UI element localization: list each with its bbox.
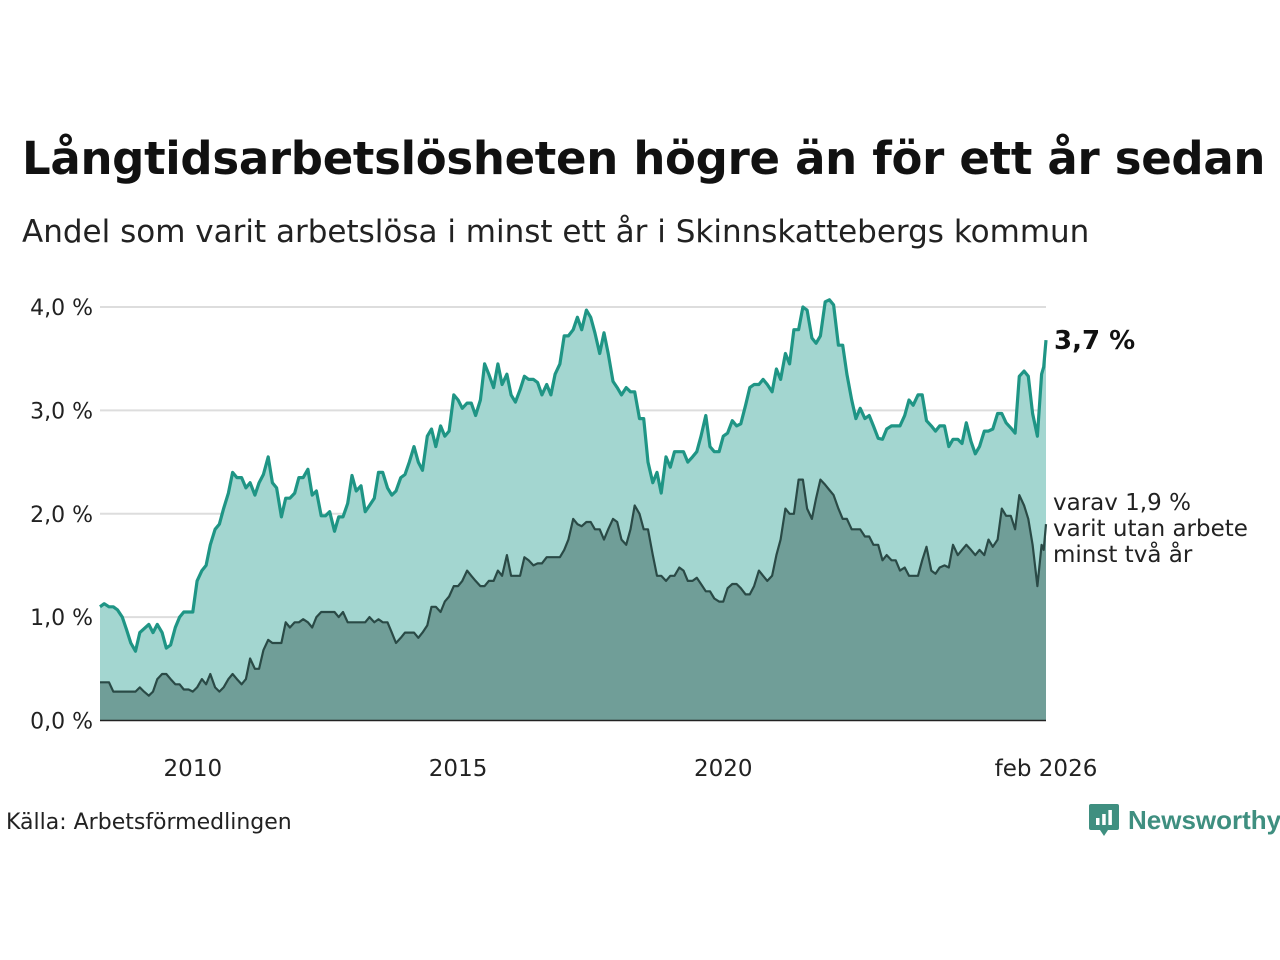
y-tick-label: 0,0 % [30, 710, 93, 735]
secondary-series-label-line-2: varit utan arbete [1053, 516, 1248, 542]
series-areas [99, 298, 1048, 721]
y-tick-label: 1,0 % [30, 606, 93, 631]
x-tick-label: 2020 [694, 756, 753, 782]
source-note: Källa: Arbetsförmedlingen [6, 810, 292, 835]
y-tick-label: 4,0 % [30, 296, 93, 321]
x-tick-label: 2015 [429, 756, 488, 782]
secondary-series-label-line-1: varav 1,9 % [1053, 490, 1191, 516]
x-tick-label: feb 2026 [995, 756, 1098, 782]
y-tick-label: 3,0 % [30, 399, 93, 424]
chart-subtitle: Andel som varit arbetslösa i minst ett å… [22, 214, 1090, 250]
newsworthy-logo: Newsworthy [1088, 802, 1280, 838]
x-axis-ticks: 2010 2015 2020 feb 2026 [164, 756, 1098, 782]
end-labels: 3,7 % varav 1,9 % varit utan arbete mins… [1053, 326, 1248, 568]
main-series-end-label: 3,7 % [1054, 326, 1135, 356]
y-axis-ticks: 0,0 % 1,0 % 2,0 % 3,0 % 4,0 % [30, 296, 93, 735]
secondary-series-area [100, 479, 1046, 721]
brand-name: Newsworthy [1128, 804, 1280, 835]
main-series-line [99, 298, 1048, 653]
chart-title: Långtidsarbetslösheten högre än för ett … [22, 132, 1266, 185]
x-tick-label: 2010 [164, 756, 223, 782]
newsworthy-icon [1089, 804, 1119, 836]
secondary-series-line [100, 478, 1048, 697]
y-tick-label: 2,0 % [30, 503, 93, 528]
secondary-series-label-line-3: minst två år [1053, 540, 1193, 568]
